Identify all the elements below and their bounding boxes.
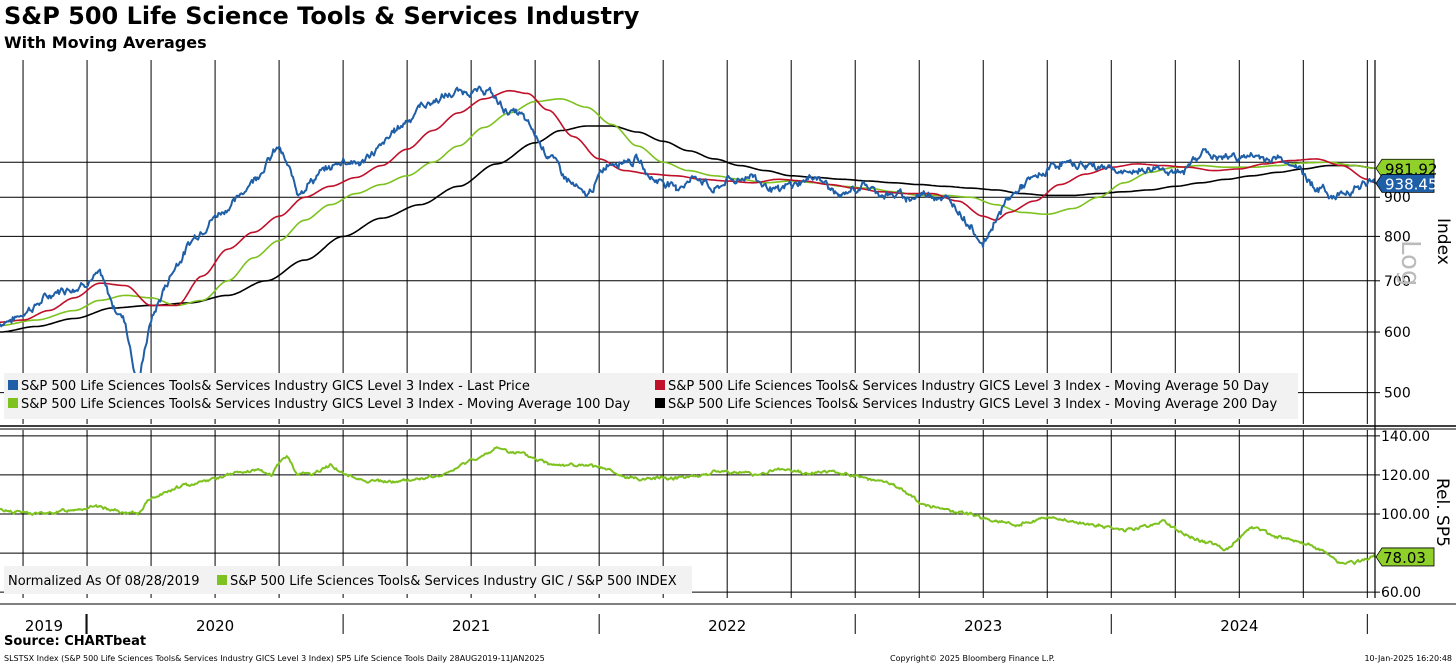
y-tick-label: 500 xyxy=(1384,386,1411,402)
legend-swatch-relative xyxy=(217,575,227,585)
normalized-note: Normalized As Of 08/28/2019 xyxy=(8,574,200,589)
legend-swatch-price xyxy=(8,380,18,390)
y-tick-label: 140.00 xyxy=(1381,429,1430,445)
ma200-line xyxy=(0,125,1376,333)
last-value-tag xyxy=(1375,547,1435,567)
legend-label-relative: S&P 500 Life Sciences Tools& Services In… xyxy=(230,574,677,589)
chart-title: S&P 500 Life Science Tools & Services In… xyxy=(4,2,640,30)
x-tick-label: 2021 xyxy=(452,617,490,635)
x-tick-label: 2024 xyxy=(1220,617,1258,635)
y-axis-title-upper: Index xyxy=(1433,218,1453,265)
legend-swatch-ma50 xyxy=(655,380,665,390)
x-tick-label: 2023 xyxy=(964,617,1002,635)
y-tick-label: 700 xyxy=(1384,274,1411,290)
last-value-label: 981.92 xyxy=(1385,160,1438,178)
x-tick-label: 2022 xyxy=(708,617,746,635)
footer-copyright: Copyright© 2025 Bloomberg Finance L.P. xyxy=(890,654,1055,663)
y-tick-label: 900 xyxy=(1384,190,1411,206)
y-tick-label: 120.00 xyxy=(1381,468,1430,484)
x-tick-label: 2020 xyxy=(196,617,234,635)
legend-box-lower xyxy=(4,566,692,594)
chart-subtitle: With Moving Averages xyxy=(4,33,207,52)
legend-label-ma100: S&P 500 Life Sciences Tools& Services In… xyxy=(21,397,631,412)
y-tick-label: 60.00 xyxy=(1381,585,1421,601)
relative-line xyxy=(0,446,1376,566)
y-tick-label: 800 xyxy=(1384,229,1411,245)
ma100-line xyxy=(0,98,1376,327)
last-value-tag xyxy=(1375,173,1435,193)
price-line xyxy=(0,85,1376,394)
y-axis-title-lower: Rel. SP5 xyxy=(1432,478,1452,547)
footer-timestamp: 10-Jan-2025 16:20:48 xyxy=(1364,654,1452,663)
last-value-label: 78.03 xyxy=(1383,549,1426,567)
legend-label-ma200: S&P 500 Life Sciences Tools& Services In… xyxy=(668,397,1278,412)
legend-swatch-ma100 xyxy=(8,398,18,408)
y-tick-label: 100.00 xyxy=(1381,507,1430,523)
legend-swatch-ma200 xyxy=(655,398,665,408)
log-scale-label: Log xyxy=(1395,240,1425,286)
legend-label-ma50: S&P 500 Life Sciences Tools& Services In… xyxy=(668,379,1269,394)
ma50-line xyxy=(0,89,1376,323)
y-tick-label: 600 xyxy=(1384,325,1411,341)
legend-label-price: S&P 500 Life Sciences Tools& Services In… xyxy=(21,379,530,394)
legend-box-upper xyxy=(4,373,1298,419)
source-note: Source: CHARTbeat xyxy=(4,634,147,649)
x-tick-label: 2019 xyxy=(25,617,63,635)
footer-description: SLSTSX Index (S&P 500 Life Sciences Tool… xyxy=(4,654,545,663)
last-value-label: 938.45 xyxy=(1385,175,1438,193)
